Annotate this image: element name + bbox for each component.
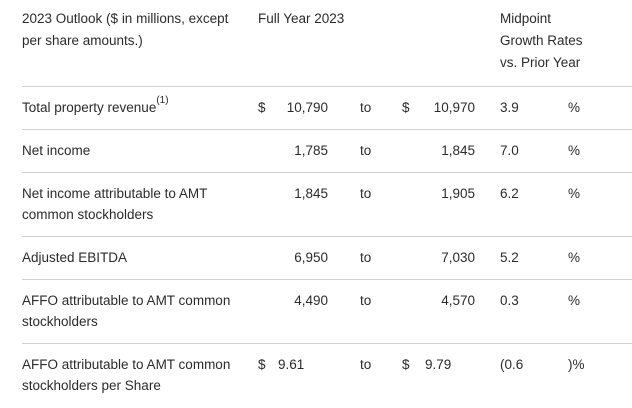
- row-label-line1: AFFO attributable to AMT common: [22, 357, 231, 372]
- row-label-line1: Net income: [22, 143, 91, 158]
- header-growth-line1: Midpoint: [500, 11, 552, 26]
- header-description-line1: 2023 Outlook ($ in millions, except: [22, 11, 229, 26]
- range-separator: to: [360, 186, 372, 201]
- currency-symbol-low: $: [258, 100, 266, 115]
- growth-rate: 3.9: [500, 100, 519, 115]
- currency-symbol-high: [402, 183, 425, 184]
- row-label-line2: common stockholders: [22, 207, 154, 222]
- currency-symbol-low: [258, 183, 278, 184]
- growth-rate: 6.2: [500, 186, 519, 201]
- table-row-net-income-attributable: Net income attributable to AMT common st…: [22, 173, 632, 237]
- row-label-line2: stockholders per Share: [22, 378, 161, 393]
- percent-sign: %: [568, 186, 581, 201]
- value-low: 4,490: [294, 293, 328, 308]
- growth-rate: (0.6: [500, 357, 524, 372]
- range-separator: to: [360, 100, 372, 115]
- row-label-line1: AFFO attributable to AMT common: [22, 293, 231, 308]
- value-low: 9.61: [278, 357, 305, 372]
- row-label: Net income: [22, 140, 258, 161]
- value-low: 6,950: [294, 250, 328, 265]
- value-high: 9.79: [425, 357, 452, 372]
- percent-sign: %: [568, 293, 581, 308]
- currency-symbol-high: $: [402, 100, 410, 115]
- currency-symbol-low: [258, 247, 278, 248]
- footnote-marker: (1): [156, 94, 169, 106]
- value-high: 4,570: [441, 293, 475, 308]
- value-high: 1,845: [441, 143, 475, 158]
- percent-sign: )%: [568, 357, 585, 372]
- row-label-line1: Net income attributable to AMT: [22, 186, 208, 201]
- percent-sign: %: [568, 100, 581, 115]
- value-high: 10,970: [433, 100, 475, 115]
- currency-symbol-high: $: [402, 357, 410, 372]
- table-row-total-property-revenue: Total property revenue(1) $ 10,790 to $ …: [22, 87, 632, 130]
- currency-symbol-low: [258, 140, 278, 141]
- row-label: Adjusted EBITDA: [22, 247, 258, 268]
- value-high: 1,905: [441, 186, 475, 201]
- currency-symbol-low: $: [258, 357, 266, 372]
- currency-symbol-low: [258, 290, 278, 291]
- range-separator: to: [360, 143, 372, 158]
- header-growth-line3: vs. Prior Year: [500, 55, 581, 70]
- value-low: 10,790: [286, 100, 328, 115]
- range-separator: to: [360, 293, 372, 308]
- growth-rate: 5.2: [500, 250, 519, 265]
- row-label-line1: Total property revenue: [22, 100, 157, 115]
- currency-symbol-high: [402, 140, 425, 141]
- row-label-line2: stockholders: [22, 314, 98, 329]
- row-label: Net income attributable to AMT common st…: [22, 183, 258, 225]
- table-header-row: 2023 Outlook ($ in millions, except per …: [22, 0, 632, 87]
- header-full-year-2023: Full Year 2023: [258, 11, 345, 26]
- growth-rate: 7.0: [500, 143, 519, 158]
- row-label: AFFO attributable to AMT common stockhol…: [22, 290, 258, 332]
- header-growth-line2: Growth Rates: [500, 33, 583, 48]
- percent-sign: %: [568, 143, 581, 158]
- row-label: Total property revenue(1): [22, 94, 258, 118]
- table-row-net-income: Net income 1,785 to 1,845 7.0 %: [22, 130, 632, 173]
- currency-symbol-high: [402, 247, 425, 248]
- header-description-line2: per share amounts.): [22, 33, 143, 48]
- header-midpoint-growth-rates: Midpoint Growth Rates vs. Prior Year: [475, 8, 632, 74]
- value-low: 1,785: [294, 143, 328, 158]
- value-low: 1,845: [294, 186, 328, 201]
- table-row-affo-per-share: AFFO attributable to AMT common stockhol…: [22, 344, 632, 407]
- row-label-line1: Adjusted EBITDA: [22, 250, 128, 265]
- range-separator: to: [360, 250, 372, 265]
- value-high: 7,030: [441, 250, 475, 265]
- table-row-adjusted-ebitda: Adjusted EBITDA 6,950 to 7,030 5.2 %: [22, 237, 632, 280]
- range-separator: to: [360, 357, 372, 372]
- table-row-affo: AFFO attributable to AMT common stockhol…: [22, 280, 632, 344]
- row-label: AFFO attributable to AMT common stockhol…: [22, 354, 258, 396]
- percent-sign: %: [568, 250, 581, 265]
- currency-symbol-high: [402, 290, 425, 291]
- header-description: 2023 Outlook ($ in millions, except per …: [22, 8, 258, 52]
- growth-rate: 0.3: [500, 293, 519, 308]
